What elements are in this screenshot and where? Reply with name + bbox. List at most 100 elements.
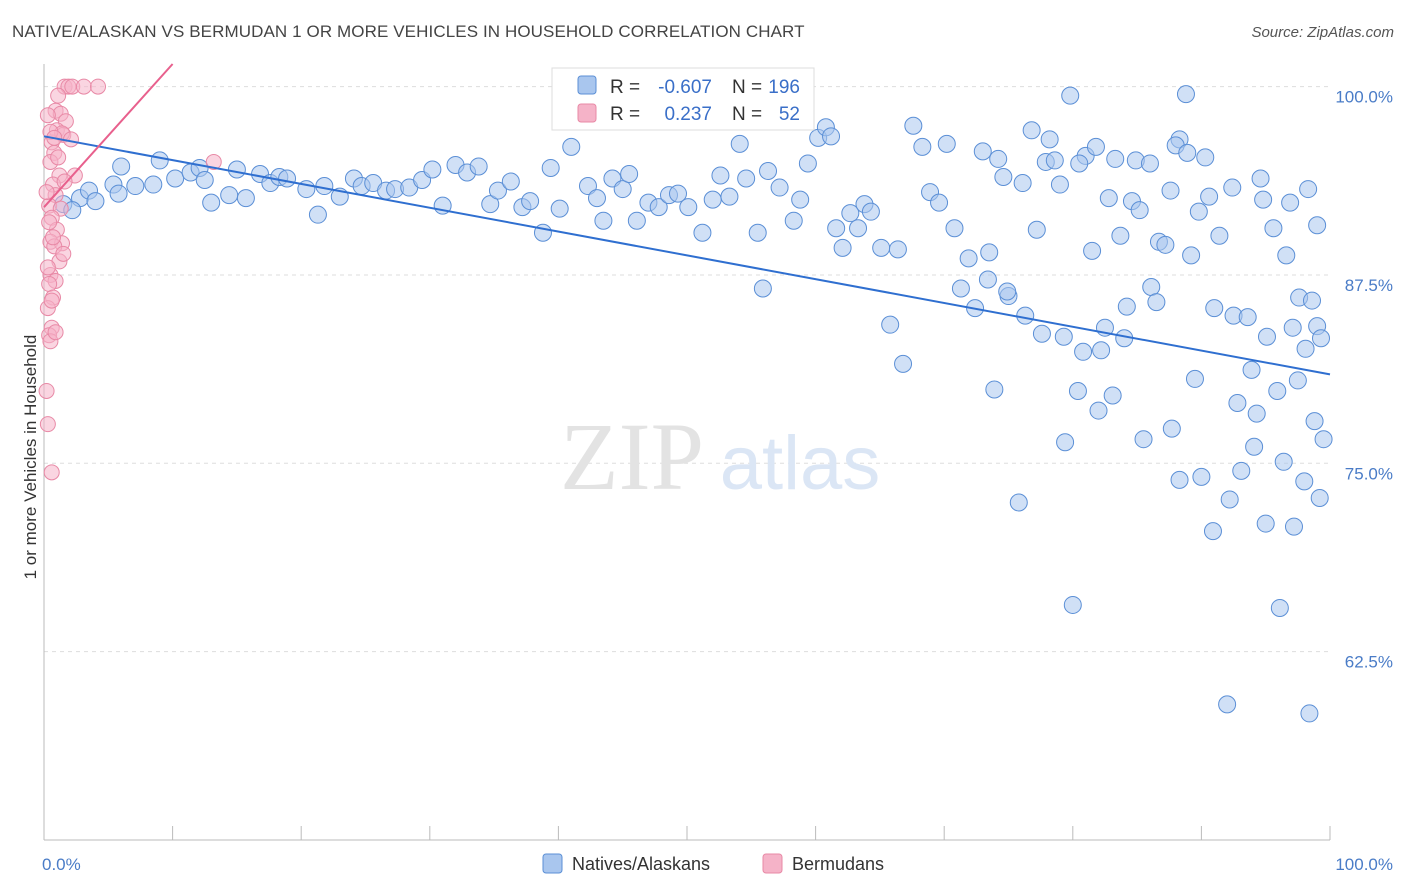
- natives-point-125: [1189, 202, 1208, 221]
- natives-point-133: [1245, 437, 1264, 456]
- natives-point-155: [1099, 189, 1118, 208]
- natives-point-151: [989, 149, 1008, 168]
- natives-point-171: [1185, 369, 1204, 388]
- natives-point-138: [1277, 246, 1296, 265]
- stats-n-label-2: N =: [732, 104, 762, 125]
- bermudans-point-46: [41, 214, 58, 231]
- natives-point-168: [1288, 371, 1307, 390]
- trend-lines: [43, 63, 1331, 376]
- natives-point-176: [1310, 488, 1329, 507]
- stats-swatch-blue: [577, 75, 597, 95]
- stats-r-value-1: -0.607: [658, 77, 712, 98]
- natives-point-64: [730, 134, 749, 153]
- natives-point-123: [1176, 85, 1195, 104]
- natives-point-189: [1016, 306, 1035, 325]
- natives-point-68: [759, 161, 778, 180]
- bermudans-point-31: [41, 275, 58, 292]
- natives-point-98: [994, 168, 1013, 187]
- natives-point-145: [1070, 154, 1089, 173]
- natives-point-110: [1083, 241, 1102, 260]
- natives-point-185: [1092, 341, 1111, 360]
- natives-point-126: [1196, 148, 1215, 167]
- natives-point-66: [748, 223, 767, 242]
- natives-point-128: [1210, 226, 1229, 245]
- bermudans-trend-line: [43, 63, 174, 208]
- natives-point-10: [150, 151, 169, 170]
- chart-title: NATIVE/ALASKAN VS BERMUDAN 1 OR MORE VEH…: [12, 22, 805, 41]
- natives-point-76: [827, 219, 846, 238]
- natives-point-63: [720, 187, 739, 206]
- stats-n-value-2: 52: [779, 104, 800, 125]
- natives-point-86: [904, 116, 923, 135]
- natives-point-72: [798, 154, 817, 173]
- natives-point-172: [1228, 394, 1247, 413]
- natives-point-97: [985, 380, 1004, 399]
- natives-point-188: [1032, 324, 1051, 343]
- natives-point-89: [930, 193, 949, 212]
- natives-point-162: [1281, 193, 1300, 212]
- natives-point-107: [1063, 595, 1082, 614]
- stats-box: R = -0.607 N = 196 R = 0.237 N = 52: [551, 67, 815, 131]
- natives-point-91: [945, 219, 964, 238]
- natives-point-70: [784, 211, 803, 230]
- natives-point-132: [1238, 308, 1257, 327]
- stats-r-value-2: 0.237: [664, 104, 712, 125]
- natives-point-106: [1056, 433, 1075, 452]
- natives-point-161: [1254, 190, 1273, 209]
- legend-label-natives: Natives/Alaskans: [572, 854, 710, 874]
- natives-point-166: [1242, 360, 1261, 379]
- natives-point-129: [1218, 695, 1237, 714]
- natives-point-163: [1299, 180, 1318, 199]
- natives-point-100: [1009, 493, 1028, 512]
- natives-point-56: [649, 198, 668, 217]
- natives-point-43: [521, 192, 540, 211]
- natives-point-53: [620, 164, 639, 183]
- natives-point-90: [937, 134, 956, 153]
- natives-point-69: [770, 178, 789, 197]
- natives-point-142: [1302, 291, 1321, 310]
- natives-point-39: [481, 195, 500, 214]
- natives-point-178: [1192, 467, 1211, 486]
- source-label: Source: ZipAtlas.com: [1251, 24, 1394, 41]
- natives-point-101: [1022, 121, 1041, 140]
- watermark-zip: ZIP: [560, 403, 704, 510]
- natives-point-40: [488, 181, 507, 200]
- natives-trend-line: [43, 135, 1331, 376]
- natives-point-159: [1200, 187, 1219, 206]
- natives-point-7: [109, 184, 128, 203]
- natives-point-62: [711, 166, 730, 185]
- natives-point-113: [1103, 386, 1122, 405]
- natives-point-67: [753, 279, 772, 298]
- natives-point-182: [1300, 704, 1319, 723]
- natives-point-18: [236, 189, 255, 208]
- natives-point-9: [144, 175, 163, 194]
- y-tick-label-0: 62.5%: [1345, 653, 1393, 672]
- natives-point-17: [227, 160, 246, 179]
- natives-point-45: [541, 158, 560, 177]
- bermudans-point-4: [90, 78, 107, 95]
- natives-point-167: [1268, 381, 1287, 400]
- natives-point-41: [501, 172, 520, 191]
- natives-point-191: [978, 270, 997, 289]
- series-bermudans-points: [38, 78, 222, 481]
- natives-point-186: [1074, 342, 1093, 361]
- natives-point-190: [998, 282, 1017, 301]
- natives-point-61: [703, 190, 722, 209]
- natives-point-60: [693, 223, 712, 242]
- natives-point-85: [894, 354, 913, 373]
- natives-point-164: [1308, 216, 1327, 235]
- natives-point-71: [791, 190, 810, 209]
- natives-point-134: [1251, 169, 1270, 188]
- natives-point-127: [1203, 522, 1222, 541]
- natives-point-87: [913, 137, 932, 156]
- bermudans-point-38: [39, 416, 56, 433]
- bermudans-point-41: [39, 107, 56, 124]
- x-tick-labels: 0.0% 100.0%: [42, 855, 1393, 874]
- watermark-atlas: atlas: [720, 421, 881, 506]
- natives-point-54: [627, 211, 646, 230]
- natives-point-15: [202, 193, 221, 212]
- natives-point-105: [1050, 175, 1069, 194]
- natives-point-117: [1134, 430, 1153, 449]
- natives-point-153: [1040, 130, 1059, 149]
